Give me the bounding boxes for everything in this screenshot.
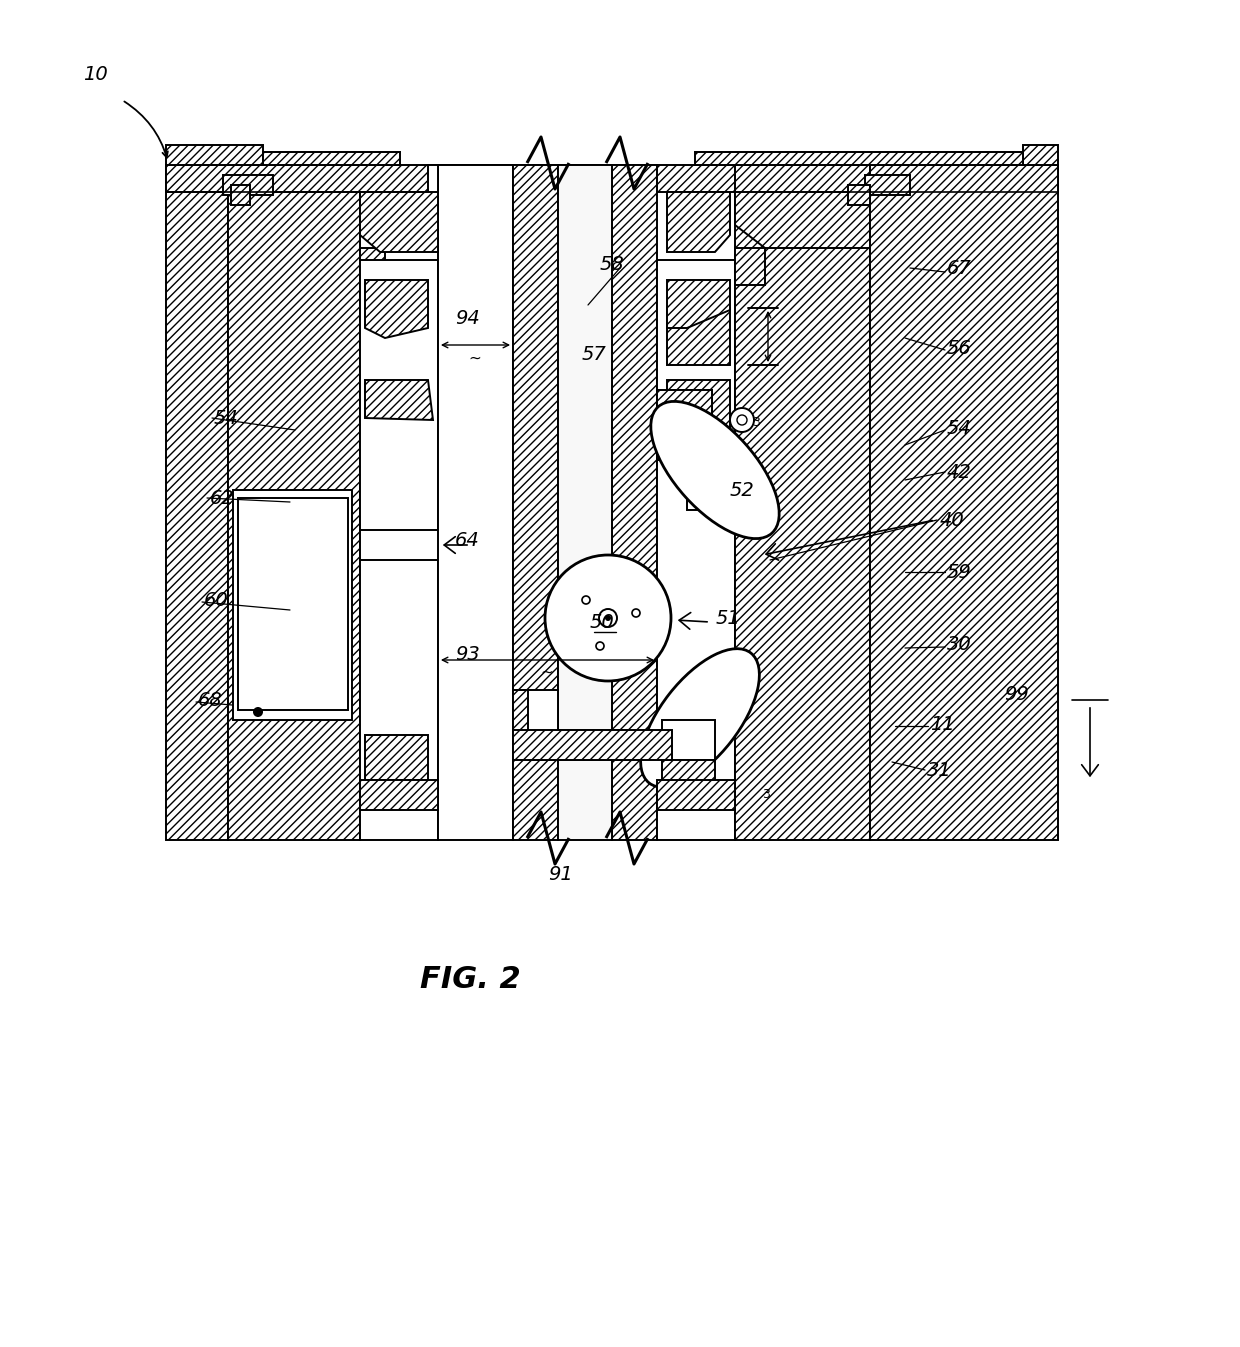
Circle shape: [546, 555, 671, 682]
Polygon shape: [657, 780, 735, 810]
Text: 67: 67: [947, 259, 972, 277]
Text: 64: 64: [455, 531, 480, 550]
Polygon shape: [694, 152, 1023, 164]
Polygon shape: [365, 380, 433, 420]
Text: 50: 50: [590, 613, 614, 633]
Text: 93: 93: [455, 645, 480, 664]
Text: 59: 59: [947, 563, 972, 582]
Text: 60: 60: [205, 590, 228, 609]
Polygon shape: [513, 730, 672, 760]
Circle shape: [596, 643, 604, 651]
Polygon shape: [667, 193, 730, 252]
Polygon shape: [263, 152, 401, 164]
Polygon shape: [513, 164, 523, 230]
Text: 11: 11: [930, 715, 955, 734]
Polygon shape: [870, 164, 1058, 841]
Circle shape: [605, 616, 611, 621]
Polygon shape: [662, 721, 715, 760]
Circle shape: [730, 408, 754, 432]
Text: 56: 56: [947, 338, 972, 357]
Polygon shape: [428, 164, 438, 230]
Text: 51: 51: [715, 609, 740, 628]
Polygon shape: [166, 145, 263, 164]
Text: 91: 91: [548, 866, 573, 885]
Polygon shape: [657, 260, 735, 841]
Text: 99: 99: [1004, 686, 1029, 704]
Circle shape: [737, 415, 746, 426]
Text: 40: 40: [940, 511, 965, 529]
Text: FIG. 2: FIG. 2: [419, 966, 521, 994]
Text: 58: 58: [600, 256, 625, 275]
Polygon shape: [166, 164, 228, 841]
Polygon shape: [360, 260, 438, 841]
Ellipse shape: [641, 649, 759, 787]
Circle shape: [632, 609, 640, 617]
Polygon shape: [735, 248, 765, 286]
Polygon shape: [365, 735, 428, 780]
Polygon shape: [360, 780, 438, 810]
Text: 52: 52: [730, 481, 755, 500]
Polygon shape: [360, 193, 438, 252]
Polygon shape: [667, 280, 730, 329]
Polygon shape: [223, 175, 273, 195]
Text: ~: ~: [541, 664, 553, 679]
Polygon shape: [238, 498, 348, 710]
Text: ~: ~: [469, 350, 481, 365]
Text: 3: 3: [763, 788, 770, 801]
Polygon shape: [228, 164, 360, 841]
Polygon shape: [667, 308, 730, 365]
Text: 68: 68: [198, 691, 223, 710]
Polygon shape: [231, 185, 250, 205]
Polygon shape: [667, 380, 730, 428]
Circle shape: [582, 595, 590, 603]
Text: 57: 57: [582, 345, 606, 365]
Text: 62: 62: [210, 489, 234, 508]
Polygon shape: [360, 193, 438, 248]
Polygon shape: [1023, 145, 1058, 164]
Polygon shape: [513, 690, 627, 760]
Polygon shape: [558, 164, 613, 841]
Text: 30: 30: [947, 636, 972, 655]
Polygon shape: [657, 391, 727, 511]
Polygon shape: [866, 175, 910, 195]
Text: 31: 31: [928, 761, 952, 780]
Ellipse shape: [651, 401, 779, 539]
Text: 3: 3: [751, 415, 760, 428]
Text: 94: 94: [455, 308, 480, 327]
Polygon shape: [662, 760, 715, 800]
Text: 54: 54: [947, 419, 972, 438]
Text: 10: 10: [83, 66, 108, 85]
Polygon shape: [438, 164, 513, 841]
Polygon shape: [735, 193, 870, 248]
Polygon shape: [735, 164, 870, 841]
Circle shape: [599, 609, 618, 626]
Polygon shape: [613, 164, 657, 841]
Polygon shape: [657, 391, 712, 420]
Polygon shape: [360, 248, 384, 286]
Circle shape: [253, 707, 263, 717]
Polygon shape: [233, 490, 352, 721]
Polygon shape: [365, 280, 428, 338]
Polygon shape: [513, 164, 558, 841]
Polygon shape: [166, 164, 1058, 193]
Polygon shape: [848, 185, 870, 205]
Text: 54: 54: [215, 408, 239, 427]
Text: 42: 42: [947, 462, 972, 481]
Polygon shape: [360, 529, 453, 560]
